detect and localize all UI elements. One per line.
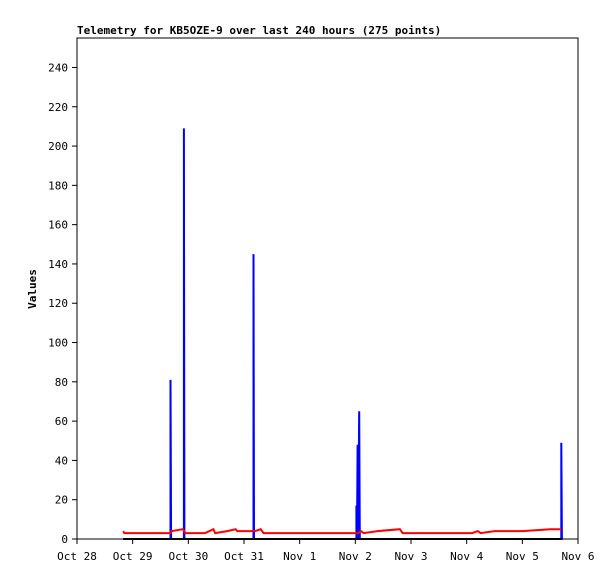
y-tick-label: 160 (48, 219, 68, 232)
x-tick-label: Oct 31 (224, 550, 264, 563)
y-tick-label: 120 (48, 297, 68, 310)
x-tick-label: Nov 2 (339, 550, 372, 563)
y-tick-label: 220 (48, 101, 68, 114)
y-tick-label: 100 (48, 337, 68, 350)
series-line-0 (169, 128, 563, 540)
y-tick-label: 60 (55, 415, 68, 428)
y-tick-label: 40 (55, 454, 68, 467)
y-tick-label: 20 (55, 494, 68, 507)
y-axis-ticks: 0 20 40 60 80 100 120 140 160 180 200 220 240 (48, 61, 77, 546)
x-tick-label: Nov 4 (450, 550, 483, 563)
y-tick-label: 140 (48, 258, 68, 271)
x-tick-label: Oct 28 (57, 550, 97, 563)
x-tick-label: Oct 30 (168, 550, 208, 563)
x-tick-label: Oct 29 (113, 550, 153, 563)
x-axis-ticks: Oct 28 Oct 29 Oct 30 Oct 31 Nov 1 Nov 2 Nov 3 N… (57, 539, 595, 563)
x-tick-label: Nov 6 (561, 550, 594, 563)
y-tick-label: 180 (48, 179, 68, 192)
plot-frame (76, 37, 579, 540)
y-tick-label: 80 (55, 376, 68, 389)
x-tick-label: Nov 5 (506, 550, 539, 563)
series-line-1 (122, 527, 562, 535)
series-layer (122, 128, 563, 540)
chart-title: Telemetry for KB5OZE-9 over last 240 hou… (77, 24, 442, 37)
y-tick-label: 0 (61, 533, 68, 546)
x-tick-label: Nov 1 (283, 550, 316, 563)
y-tick-label: 200 (48, 140, 68, 153)
y-tick-label: 240 (48, 61, 68, 74)
x-tick-label: Nov 3 (394, 550, 427, 563)
y-axis-label: Values (26, 269, 39, 309)
